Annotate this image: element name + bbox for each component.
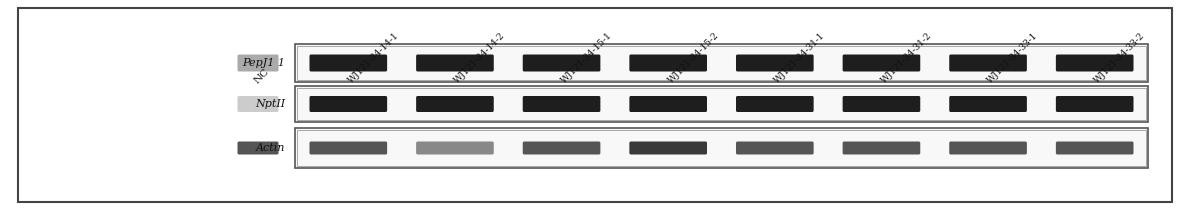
FancyBboxPatch shape bbox=[238, 142, 278, 155]
FancyBboxPatch shape bbox=[630, 55, 707, 71]
Text: WJ121-34-15-2: WJ121-34-15-2 bbox=[666, 31, 720, 85]
FancyBboxPatch shape bbox=[238, 96, 278, 112]
Text: WJ121-34-31-1: WJ121-34-31-1 bbox=[772, 31, 827, 85]
Text: Actin: Actin bbox=[256, 143, 284, 153]
FancyBboxPatch shape bbox=[950, 96, 1027, 112]
FancyBboxPatch shape bbox=[735, 55, 814, 71]
FancyBboxPatch shape bbox=[735, 96, 814, 112]
Text: WJ121-34-15-1: WJ121-34-15-1 bbox=[559, 31, 614, 85]
Text: NptII: NptII bbox=[255, 99, 284, 109]
FancyBboxPatch shape bbox=[843, 55, 920, 71]
FancyBboxPatch shape bbox=[843, 142, 920, 155]
FancyBboxPatch shape bbox=[630, 96, 707, 112]
Text: PepJ1 1: PepJ1 1 bbox=[242, 58, 284, 68]
FancyBboxPatch shape bbox=[1056, 142, 1134, 155]
FancyBboxPatch shape bbox=[522, 55, 601, 71]
Text: WJ121-34-33-1: WJ121-34-33-1 bbox=[987, 31, 1040, 85]
FancyBboxPatch shape bbox=[630, 142, 707, 155]
FancyBboxPatch shape bbox=[238, 55, 278, 71]
FancyBboxPatch shape bbox=[309, 96, 387, 112]
FancyBboxPatch shape bbox=[309, 142, 387, 155]
FancyBboxPatch shape bbox=[950, 142, 1027, 155]
Bar bbox=[295, 128, 1148, 168]
FancyBboxPatch shape bbox=[309, 55, 387, 71]
Bar bbox=[298, 46, 1146, 80]
Text: NC: NC bbox=[253, 67, 271, 85]
Bar bbox=[298, 88, 1146, 120]
Bar bbox=[298, 130, 1146, 166]
Bar bbox=[295, 44, 1148, 82]
Text: WJ121-34-14-1: WJ121-34-14-1 bbox=[346, 31, 401, 85]
FancyBboxPatch shape bbox=[416, 55, 494, 71]
Text: WJ121-34-14-2: WJ121-34-14-2 bbox=[453, 31, 507, 85]
FancyBboxPatch shape bbox=[1056, 55, 1134, 71]
Text: WJ121-34-33-2: WJ121-34-33-2 bbox=[1092, 31, 1147, 85]
FancyBboxPatch shape bbox=[522, 96, 601, 112]
FancyBboxPatch shape bbox=[735, 142, 814, 155]
FancyBboxPatch shape bbox=[522, 142, 601, 155]
Bar bbox=[295, 86, 1148, 122]
FancyBboxPatch shape bbox=[416, 96, 494, 112]
FancyBboxPatch shape bbox=[950, 55, 1027, 71]
FancyBboxPatch shape bbox=[416, 142, 494, 155]
FancyBboxPatch shape bbox=[1056, 96, 1134, 112]
Text: WJ121-34-31-2: WJ121-34-31-2 bbox=[879, 31, 933, 85]
FancyBboxPatch shape bbox=[843, 96, 920, 112]
